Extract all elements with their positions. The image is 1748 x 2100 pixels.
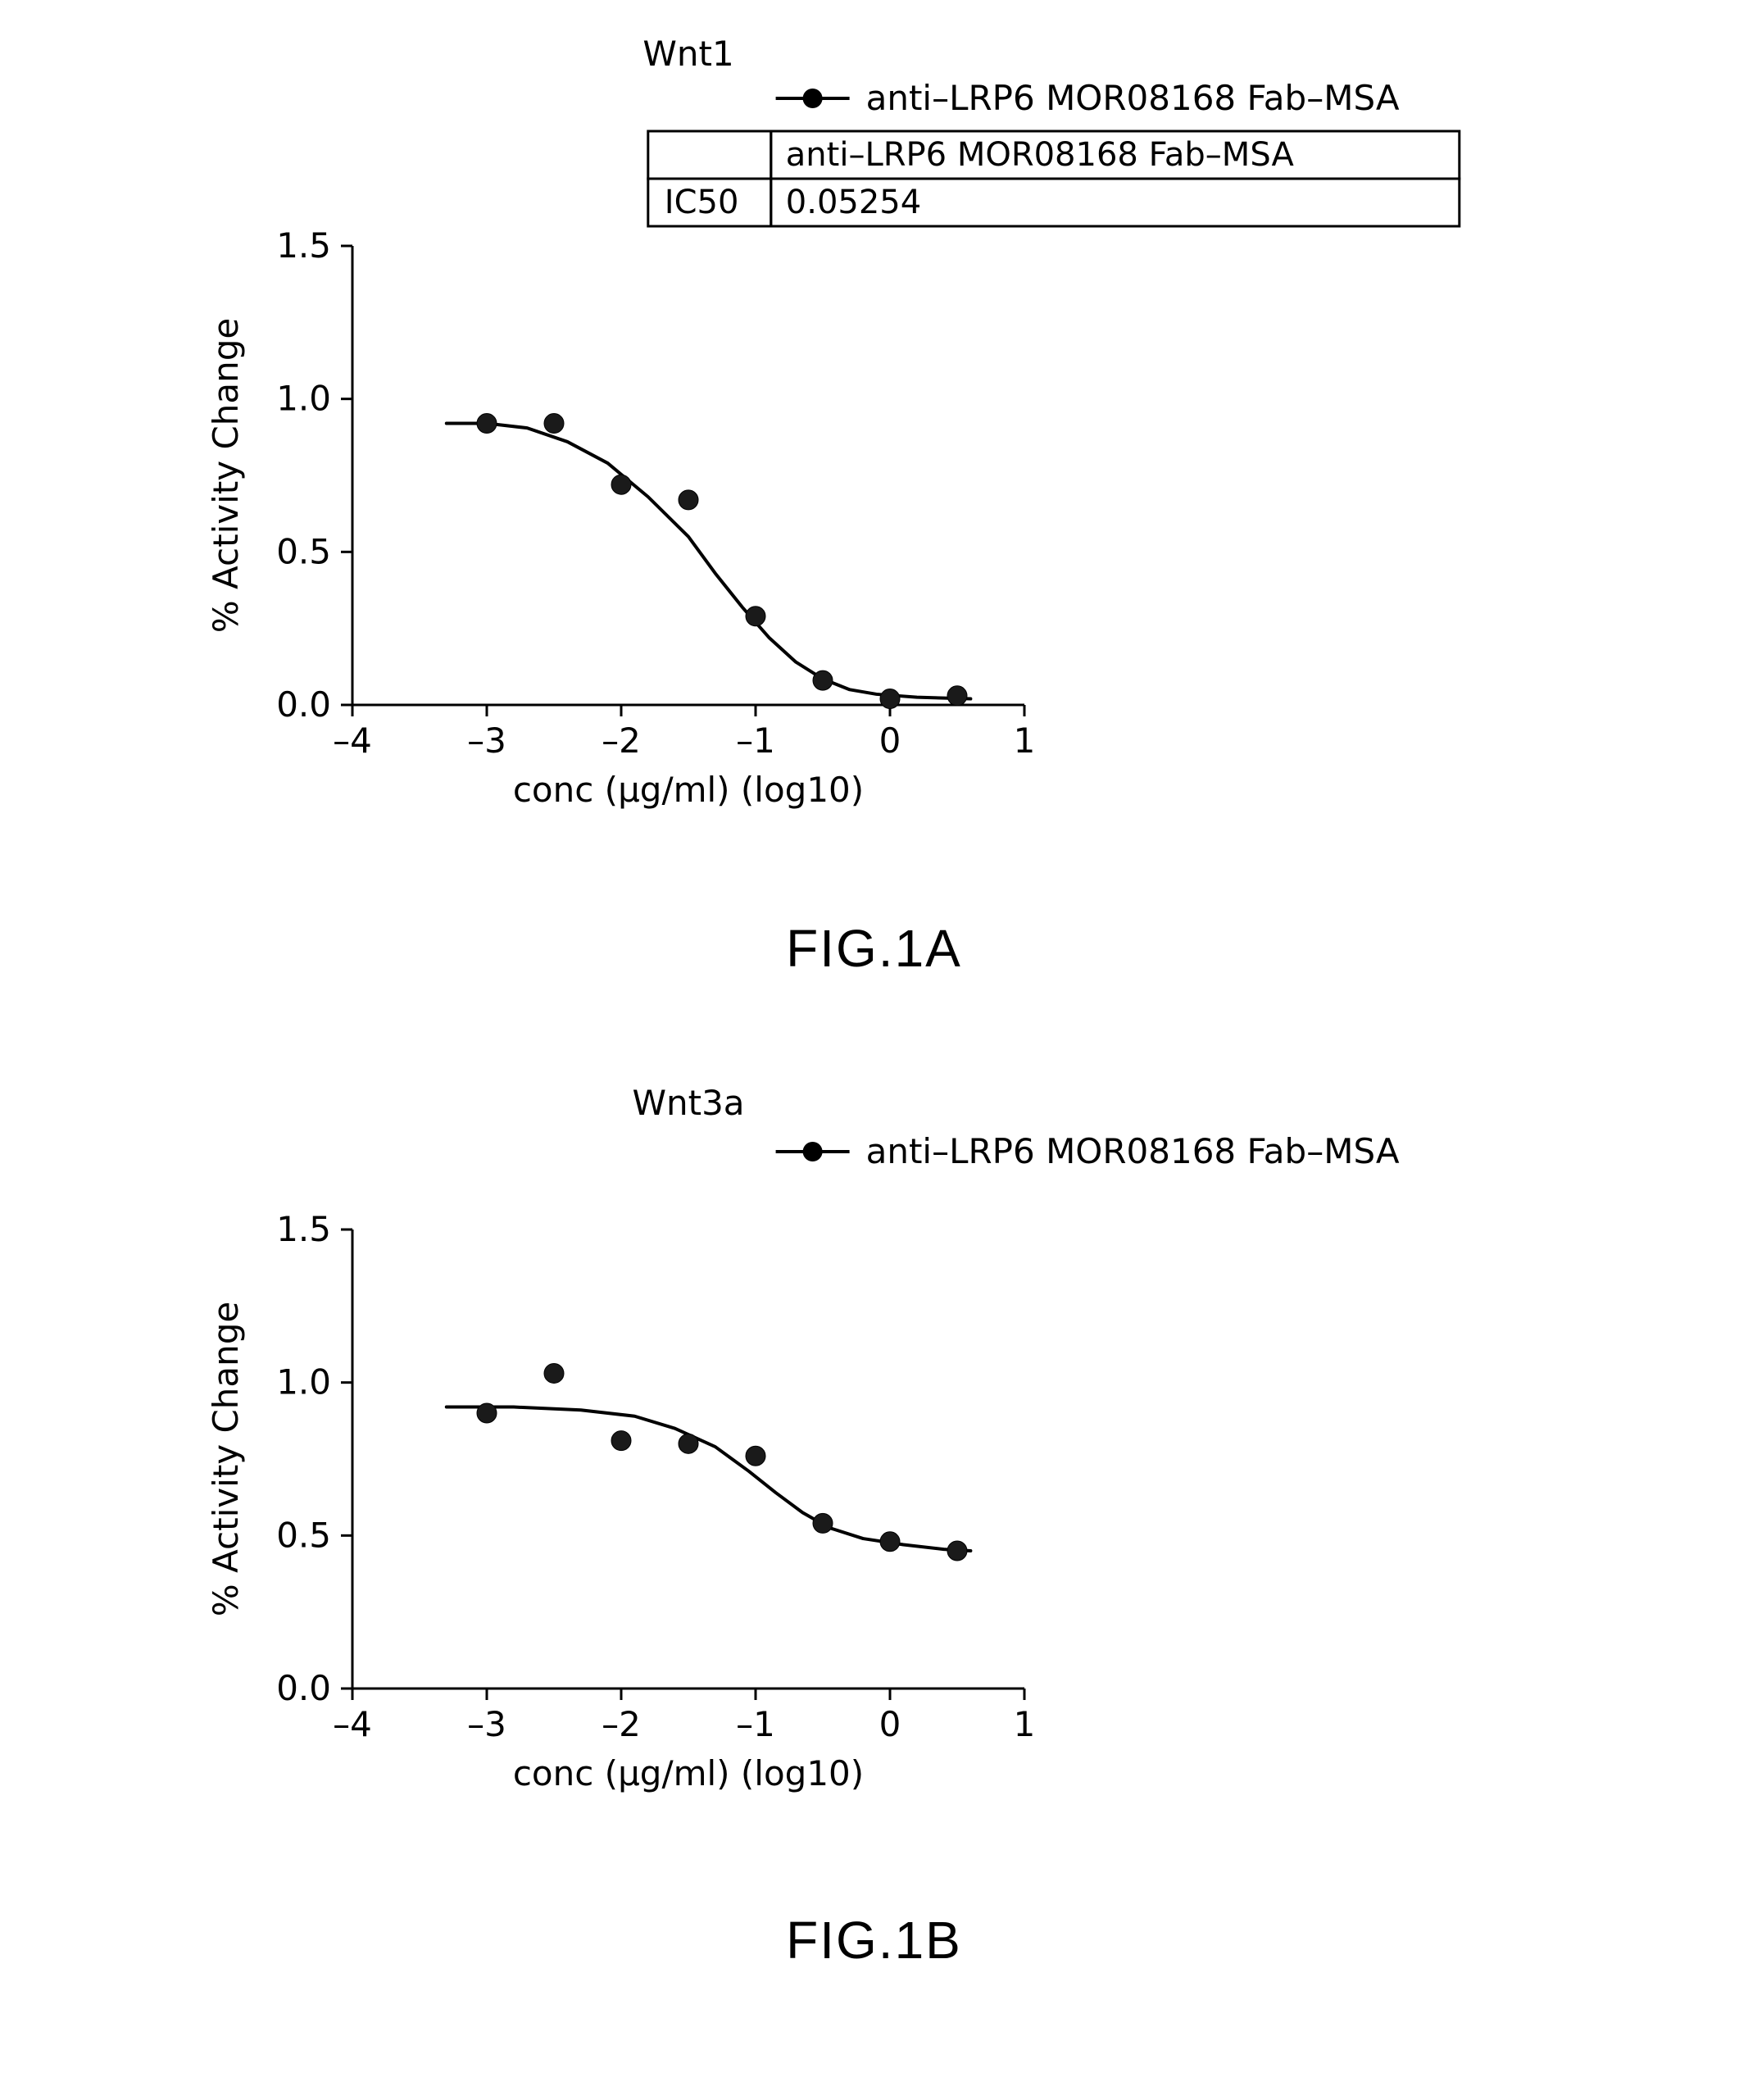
data-point (611, 475, 631, 494)
data-point (880, 689, 900, 709)
legend-label: anti–LRP6 MOR08168 Fab–MSA (866, 78, 1400, 118)
x-tick-label: –2 (602, 720, 641, 761)
data-point (679, 1434, 698, 1453)
y-axis-label: % Activity Change (206, 1302, 246, 1616)
fig1b-svg: Wnt3a anti–LRP6 MOR08168 Fab–MSA –4 –3 –2 –1 0… (0, 1066, 1748, 1967)
x-tick-label: –3 (467, 1704, 506, 1744)
data-point (477, 1403, 497, 1423)
data-point (679, 490, 698, 510)
x-tick-label: –4 (333, 1704, 372, 1744)
x-tick-label: 0 (879, 1704, 901, 1744)
legend-marker (803, 89, 823, 108)
x-tick-label: –4 (333, 720, 372, 761)
y-tick-label: 0.0 (276, 684, 331, 725)
y-tick-label: 1.5 (276, 1209, 331, 1249)
y-tick-label: 1.0 (276, 379, 331, 419)
y-tick-label: 0.5 (276, 531, 331, 571)
data-point (880, 1532, 900, 1552)
legend-label: anti–LRP6 MOR08168 Fab–MSA (866, 1131, 1400, 1171)
y-tick-label: 1.5 (276, 225, 331, 266)
ic50-value: 0.05254 (786, 184, 921, 221)
x-tick-label: –3 (467, 720, 506, 761)
fit-curve (447, 1407, 971, 1551)
data-point (544, 1363, 564, 1383)
x-tick-label: –1 (736, 720, 775, 761)
x-tick-label: –2 (602, 1704, 641, 1744)
data-point (947, 1541, 967, 1561)
data-point (813, 670, 833, 690)
x-tick-label: 1 (1014, 720, 1036, 761)
x-axis-label: conc (μg/ml) (log10) (513, 1753, 864, 1793)
x-tick-label: 1 (1014, 1704, 1036, 1744)
fit-curve (447, 424, 971, 699)
y-axis-label: % Activity Change (206, 318, 246, 633)
x-axis-label: conc (μg/ml) (log10) (513, 770, 864, 810)
figure-1a: Wnt1 anti–LRP6 MOR08168 Fab–MSA anti–LRP6 … (0, 33, 1748, 939)
legend-marker (803, 1142, 823, 1161)
fig1a-caption: FIG.1A (0, 918, 1748, 979)
figure-1b: Wnt3a anti–LRP6 MOR08168 Fab–MSA –4 –3 –2 –1 0… (0, 1066, 1748, 1971)
data-point (611, 1431, 631, 1451)
fig1b-caption: FIG.1B (0, 1910, 1748, 1970)
data-point (477, 414, 497, 434)
data-point (947, 686, 967, 706)
data-point (746, 607, 765, 626)
data-point (544, 414, 564, 434)
y-tick-label: 0.0 (276, 1668, 331, 1708)
data-point (746, 1446, 765, 1466)
ic50-header: anti–LRP6 MOR08168 Fab–MSA (786, 136, 1295, 174)
chart-title: Wnt1 (642, 34, 733, 74)
y-tick-label: 0.5 (276, 1515, 331, 1555)
ic50-row-label: IC50 (665, 184, 739, 221)
chart-title: Wnt3a (632, 1083, 744, 1123)
x-tick-label: –1 (736, 1704, 775, 1744)
fig1a-svg: Wnt1 anti–LRP6 MOR08168 Fab–MSA anti–LRP6 … (0, 33, 1748, 934)
x-tick-label: 0 (879, 720, 901, 761)
data-point (813, 1513, 833, 1533)
y-tick-label: 1.0 (276, 1362, 331, 1402)
